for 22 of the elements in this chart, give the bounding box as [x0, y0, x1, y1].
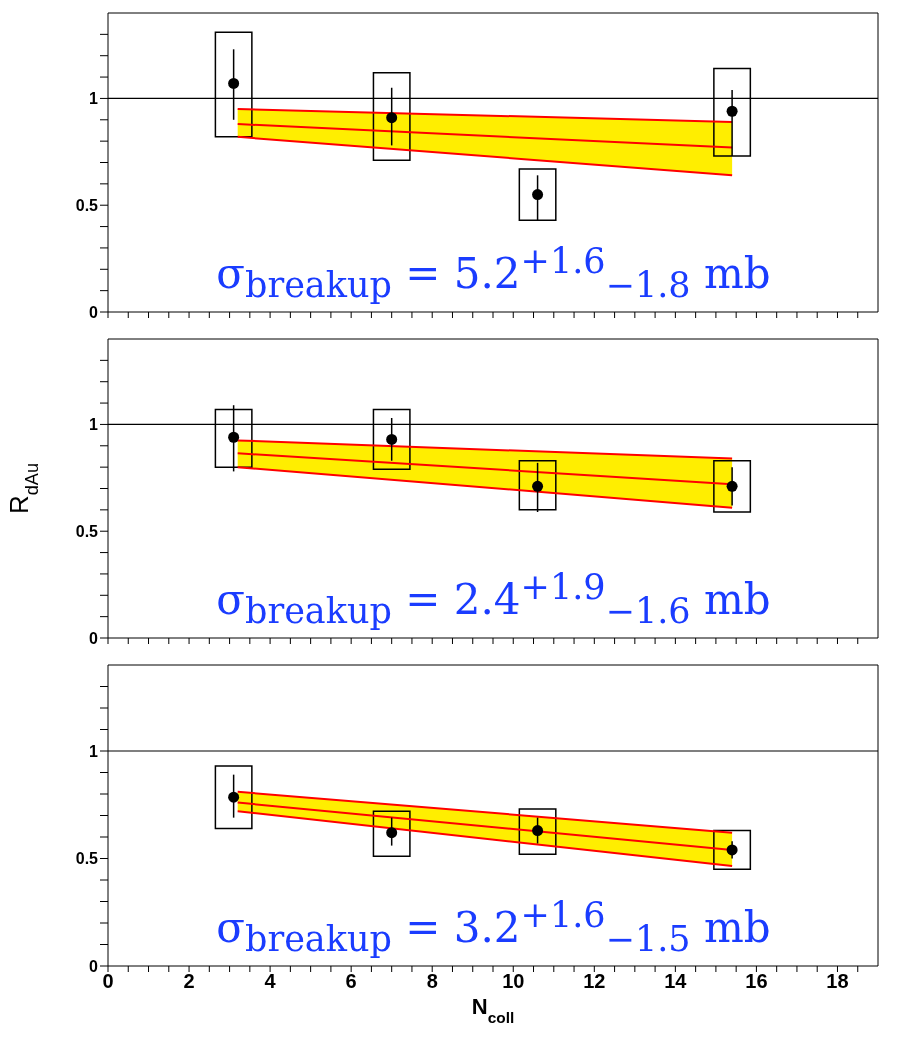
x-tick-label: 10	[502, 970, 525, 993]
y-tick-label: 0	[89, 629, 99, 647]
x-tick-label: 4	[264, 970, 277, 993]
y-tick-label: 1	[89, 416, 99, 434]
y-tick-label: 1	[89, 90, 99, 108]
x-tick-label: 16	[745, 970, 768, 993]
x-tick-label: 2	[183, 970, 195, 993]
annotation: σ$_{breakup}$ = 3.2$^{+1.6}$$_{−1.5}$ mb	[215, 893, 772, 960]
y-tick-label: 0	[89, 957, 99, 975]
y-tick-label: 0.5	[75, 196, 99, 214]
x-tick-label: 14	[664, 970, 688, 993]
y-tick-label: 0.5	[75, 850, 99, 868]
y-tick-label: 0.5	[75, 522, 99, 540]
y-tick-label: 0	[89, 303, 99, 321]
x-tick-label: 12	[583, 970, 606, 993]
x-tick-label: 8	[426, 970, 438, 993]
annotation: σ$_{breakup}$ = 2.4$^{+1.9}$$_{−1.6}$ mb	[215, 565, 772, 632]
annotation: σ$_{breakup}$ = 5.2$^{+1.6}$$_{−1.8}$ mb	[215, 239, 772, 306]
x-axis-title: N$_{coll}$	[471, 994, 515, 1026]
x-tick-label: 18	[826, 970, 849, 993]
x-tick-label: 6	[345, 970, 357, 993]
y-tick-label: 1	[89, 742, 99, 760]
